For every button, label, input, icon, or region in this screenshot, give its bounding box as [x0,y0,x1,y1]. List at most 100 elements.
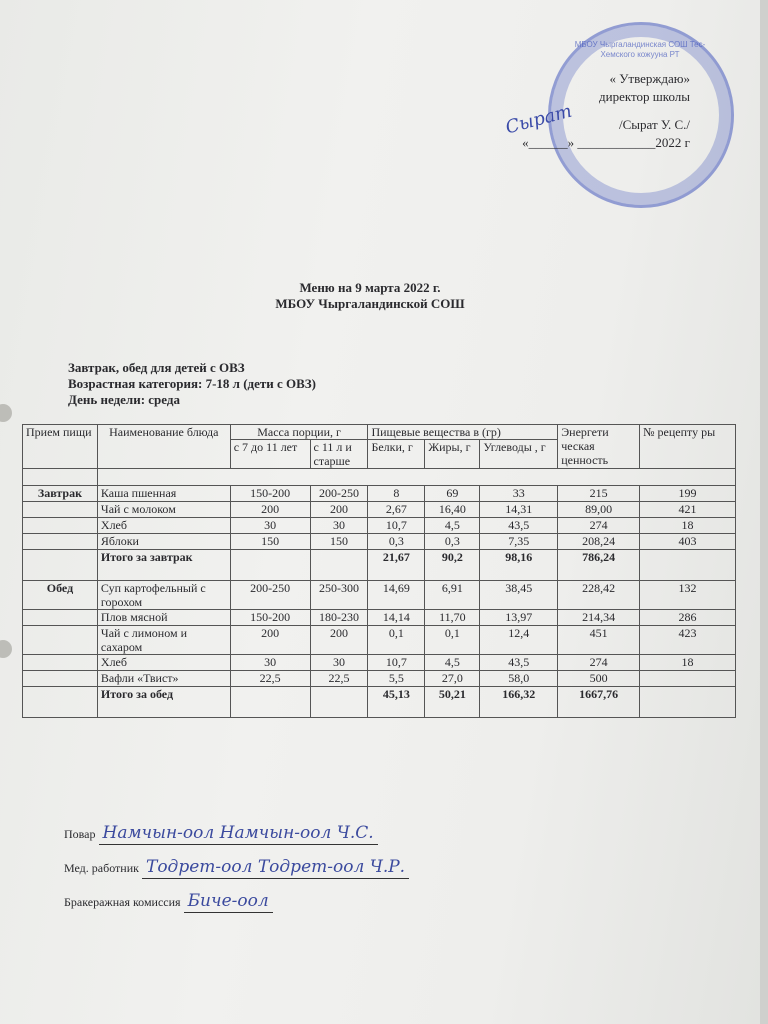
cell-carbs: 58,0 [479,670,559,687]
cell-fat: 4,5 [424,654,481,671]
header-mass: Масса порции, г [229,424,369,440]
header-fat: Жиры, г [424,439,481,469]
cell-dish: Яблоки [96,533,231,550]
cell-carbs: 14,31 [479,501,559,518]
cell-recipe: 286 [639,609,736,626]
cell-energy: 215 [557,485,641,502]
cell-meal [22,625,98,655]
stamp-text: МБОУ Чыргаландинская СОШ Тес-Хемского ко… [574,40,706,59]
cell-energy: 228,42 [557,580,641,610]
cell-energy: 274 [557,654,641,671]
info-line: День недели: среда [68,392,180,407]
cell-mass-b: 22,5 [309,670,369,687]
menu-info: Завтрак, обед для детей с ОВЗ Возрастная… [68,360,316,408]
cell-mass-b [309,549,369,581]
cell-dish: Вафли «Твист» [96,670,231,687]
table-row: Чай с лимоном и сахаром 200 200 0,1 0,1 12,4 4… [22,625,736,655]
header-carbs: Углеводы , г [479,439,559,469]
cell-recipe [639,686,736,718]
cell-carbs: 33 [479,485,559,502]
cell-mass-a: 150-200 [229,485,311,502]
cell-meal [22,609,98,626]
cell-mass-a: 200-250 [229,580,311,610]
cell-mass-b: 30 [309,517,369,534]
cell-fat: 6,91 [424,580,481,610]
info-line: Возрастная категория: 7-18 л (дети с ОВЗ… [68,376,316,391]
cell-meal [22,533,98,550]
cell-mass-b: 150 [309,533,369,550]
cell-protein: 8 [367,485,426,502]
header-energy: Энергети ческая ценность [557,424,641,469]
cell-energy: 451 [557,625,641,655]
cell-energy: 89,00 [557,501,641,518]
handwritten-signature: Намчын-оол Намчын-оол Ч.С. [98,822,378,845]
cell-dish: Итого за обед [96,686,231,718]
cell-mass-b [309,686,369,718]
cell-mass-b: 200 [309,501,369,518]
cell-mass-a: 22,5 [229,670,311,687]
header-mass-b: с 11 л и старше [309,439,369,469]
total-row: Итого за обед 45,13 50,21 166,32 1667,76 [22,686,736,718]
cell-mass-a [229,549,311,581]
signature-label: Повар [64,827,96,841]
cell-fat: 69 [424,485,481,502]
cell-energy: 786,24 [557,549,641,581]
cell-fat: 0,1 [424,625,481,655]
cell-mass-a: 30 [229,517,311,534]
cell-energy: 274 [557,517,641,534]
cell-meal [22,501,98,518]
empty-cell [96,468,737,486]
cell-mass-a: 200 [229,625,311,655]
cell-recipe [639,549,736,581]
cell-meal [22,517,98,534]
signature-line: Мед. работник Тодрет-оол Тодрет-оол Ч.Р. [64,856,410,879]
school-name: МБОУ Чыргаландинской СОШ [275,296,465,311]
cell-recipe: 423 [639,625,736,655]
total-row: Итого за завтрак 21,67 90,2 98,16 786,24 [22,549,736,581]
header-protein: Белки, г [367,439,426,469]
cell-carbs: 12,4 [479,625,559,655]
cell-protein: 0,1 [367,625,426,655]
cell-energy: 500 [557,670,641,687]
signature-label: Бракеражная комиссия [64,895,181,909]
cell-mass-a: 150-200 [229,609,311,626]
header-mass-a: с 7 до 11 лет [229,439,311,469]
cell-protein: 5,5 [367,670,426,687]
cell-dish: Чай с молоком [96,501,231,518]
cell-mass-b: 180-230 [309,609,369,626]
table-row: Яблоки 150 150 0,3 0,3 7,35 208,24 403 [22,533,736,550]
cell-mass-a: 30 [229,654,311,671]
empty-cell [22,468,98,486]
approval-line: « Утверждаю» [609,71,690,86]
cell-carbs: 7,35 [479,533,559,550]
cell-protein: 14,69 [367,580,426,610]
cell-protein: 10,7 [367,517,426,534]
cell-mass-a: 200 [229,501,311,518]
cell-dish: Хлеб [96,654,231,671]
header-nutrients: Пищевые вещества в (гр) [367,424,559,440]
cell-energy: 1667,76 [557,686,641,718]
handwritten-signature: Бичe-оол [183,890,273,913]
cell-fat: 50,21 [424,686,481,718]
header-meal: Прием пищи [22,424,98,469]
cell-recipe: 421 [639,501,736,518]
cell-recipe [639,670,736,687]
cell-mass-b: 200 [309,625,369,655]
cell-meal: Обед [22,580,98,610]
table-row: Вафли «Твист» 22,5 22,5 5,5 27,0 58,0 500 [22,670,736,687]
cell-mass-b: 200-250 [309,485,369,502]
cell-recipe: 18 [639,517,736,534]
cell-fat: 4,5 [424,517,481,534]
cell-mass-a: 150 [229,533,311,550]
punch-hole [0,640,12,658]
cell-recipe: 18 [639,654,736,671]
punch-hole [0,404,12,422]
cell-dish: Чай с лимоном и сахаром [96,625,231,655]
table-row: Чай с молоком 200 200 2,67 16,40 14,31 89,00 42… [22,501,736,518]
cell-protein: 21,67 [367,549,426,581]
signature-line: Повар Намчын-оол Намчын-оол Ч.С. [64,822,378,845]
cell-carbs: 13,97 [479,609,559,626]
cell-fat: 11,70 [424,609,481,626]
cell-dish: Итого за завтрак [96,549,231,581]
